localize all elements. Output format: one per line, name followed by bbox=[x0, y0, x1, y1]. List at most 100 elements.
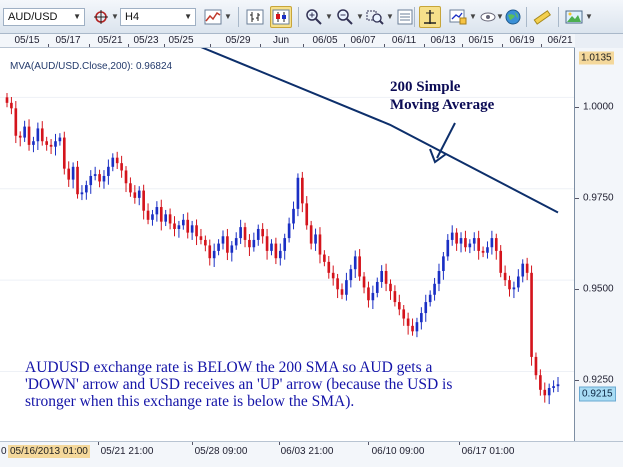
top-axis-tick bbox=[48, 44, 49, 47]
candle-body bbox=[490, 238, 494, 248]
candle-body bbox=[433, 283, 436, 295]
candle-body bbox=[195, 225, 198, 237]
top-axis-tick bbox=[210, 44, 211, 47]
ruler-button[interactable] bbox=[531, 6, 553, 28]
bottom-time-axis: 0 05/16/2013 01:00 05/21 21:00 05/28 09:… bbox=[0, 441, 575, 467]
chevron-down-icon[interactable]: ▼ bbox=[224, 12, 232, 21]
candle-body bbox=[305, 203, 309, 226]
bottom-axis-tick bbox=[279, 442, 280, 445]
candle-body bbox=[40, 128, 44, 142]
top-axis-label: 05/23 bbox=[133, 35, 159, 46]
symbol-value: AUD/USD bbox=[8, 11, 58, 23]
top-axis-tick bbox=[128, 44, 129, 47]
candle-body bbox=[415, 322, 419, 332]
candle-body bbox=[424, 302, 428, 314]
price-tick bbox=[575, 289, 579, 290]
top-axis-label: Jun bbox=[272, 35, 290, 46]
chevron-down-icon[interactable]: ▼ bbox=[496, 12, 504, 21]
top-axis-label: 05/21 bbox=[97, 35, 123, 46]
data-window-button[interactable] bbox=[394, 6, 416, 28]
toolbar-divider bbox=[414, 7, 415, 27]
ruler-icon bbox=[533, 10, 551, 25]
price-chart[interactable]: MVA(AUD/USD.Close,200): 0.96824 200 Simp… bbox=[0, 48, 575, 441]
toolbar-divider bbox=[298, 7, 299, 27]
chevron-down-icon[interactable]: ▼ bbox=[585, 12, 593, 21]
toolbar-divider bbox=[526, 7, 527, 27]
candle-body bbox=[173, 223, 176, 229]
candle-body bbox=[76, 166, 79, 195]
objects-button[interactable] bbox=[477, 6, 499, 28]
candle-body bbox=[481, 250, 485, 253]
chart-properties-button[interactable] bbox=[447, 6, 469, 28]
candle-body bbox=[442, 256, 445, 272]
top-axis-tick bbox=[89, 44, 90, 47]
top-axis-label: 06/21 bbox=[547, 35, 573, 46]
candle-body bbox=[261, 228, 264, 237]
candle-body bbox=[428, 294, 432, 303]
candle-body bbox=[525, 263, 529, 273]
bottom-axis-zero: 0 bbox=[1, 446, 7, 457]
candle-body bbox=[287, 223, 291, 239]
screenshot-button[interactable] bbox=[563, 6, 585, 28]
main-annotation: AUDUSD exchange rate is BELOW the 200 SM… bbox=[25, 359, 453, 410]
candle-body bbox=[530, 272, 533, 357]
symbol-select[interactable]: AUD/USD ▼ bbox=[3, 8, 85, 26]
zoom-select-button[interactable] bbox=[364, 6, 386, 28]
candle-body bbox=[146, 210, 150, 220]
bar-chart-icon bbox=[246, 9, 264, 25]
candle-body bbox=[367, 287, 370, 301]
chevron-down-icon[interactable]: ▼ bbox=[386, 12, 394, 21]
candle-body bbox=[517, 276, 520, 288]
candle-body bbox=[420, 313, 423, 323]
sma-annotation-line: Moving Average bbox=[390, 97, 495, 113]
candle-body bbox=[199, 236, 203, 240]
candle-body bbox=[67, 168, 71, 180]
candle-body bbox=[402, 309, 406, 319]
chevron-down-icon[interactable]: ▼ bbox=[356, 12, 364, 21]
chevron-down-icon[interactable]: ▼ bbox=[325, 12, 333, 21]
bottom-axis-label: 05/21 21:00 bbox=[100, 446, 154, 457]
candle-body bbox=[309, 225, 313, 244]
candle-body bbox=[314, 234, 317, 244]
candle-body bbox=[151, 214, 154, 220]
candle-body bbox=[93, 174, 97, 176]
bar-chart-button[interactable] bbox=[244, 6, 266, 28]
cursor-tool-button[interactable] bbox=[419, 6, 441, 28]
price-label: 0.9750 bbox=[583, 192, 614, 204]
chevron-down-icon: ▼ bbox=[73, 12, 81, 21]
candle-body bbox=[124, 170, 128, 184]
zoom-in-button[interactable] bbox=[303, 6, 325, 28]
crosshair-tool-button[interactable] bbox=[90, 6, 112, 28]
candle-body bbox=[80, 192, 84, 195]
data-window-icon bbox=[397, 9, 413, 25]
candle-body bbox=[89, 175, 93, 186]
candle-body bbox=[353, 256, 357, 270]
top-axis-label: 05/17 bbox=[55, 35, 81, 46]
globe-button[interactable] bbox=[502, 6, 524, 28]
candle-body bbox=[464, 238, 467, 248]
candle-body bbox=[181, 219, 185, 226]
candlestick-chart bbox=[0, 48, 574, 405]
top-axis-tick bbox=[541, 44, 542, 47]
candlestick-icon bbox=[272, 9, 290, 25]
sma-line bbox=[200, 48, 559, 214]
timeframe-select[interactable]: H4 ▼ bbox=[120, 8, 196, 26]
line-chart-button[interactable] bbox=[202, 6, 224, 28]
candle-body bbox=[323, 254, 326, 262]
price-tick bbox=[575, 380, 579, 381]
top-axis-tick bbox=[384, 44, 385, 47]
toolbar-divider bbox=[238, 7, 239, 27]
candle-body bbox=[212, 250, 216, 259]
chevron-down-icon[interactable]: ▼ bbox=[111, 12, 119, 21]
candle-body bbox=[239, 227, 242, 239]
chevron-down-icon[interactable]: ▼ bbox=[469, 12, 477, 21]
properties-icon bbox=[449, 9, 467, 25]
toolbar: AUD/USD ▼ ▼ H4 ▼ ▼ ▼ ▼ bbox=[0, 0, 623, 34]
top-axis-tick bbox=[303, 44, 304, 47]
candle-chart-button[interactable] bbox=[270, 6, 292, 28]
top-axis-label: 06/07 bbox=[350, 35, 376, 46]
zoom-out-button[interactable] bbox=[334, 6, 356, 28]
top-axis-label: 06/15 bbox=[468, 35, 494, 46]
candle-body bbox=[406, 318, 410, 326]
candle-body bbox=[494, 238, 498, 251]
